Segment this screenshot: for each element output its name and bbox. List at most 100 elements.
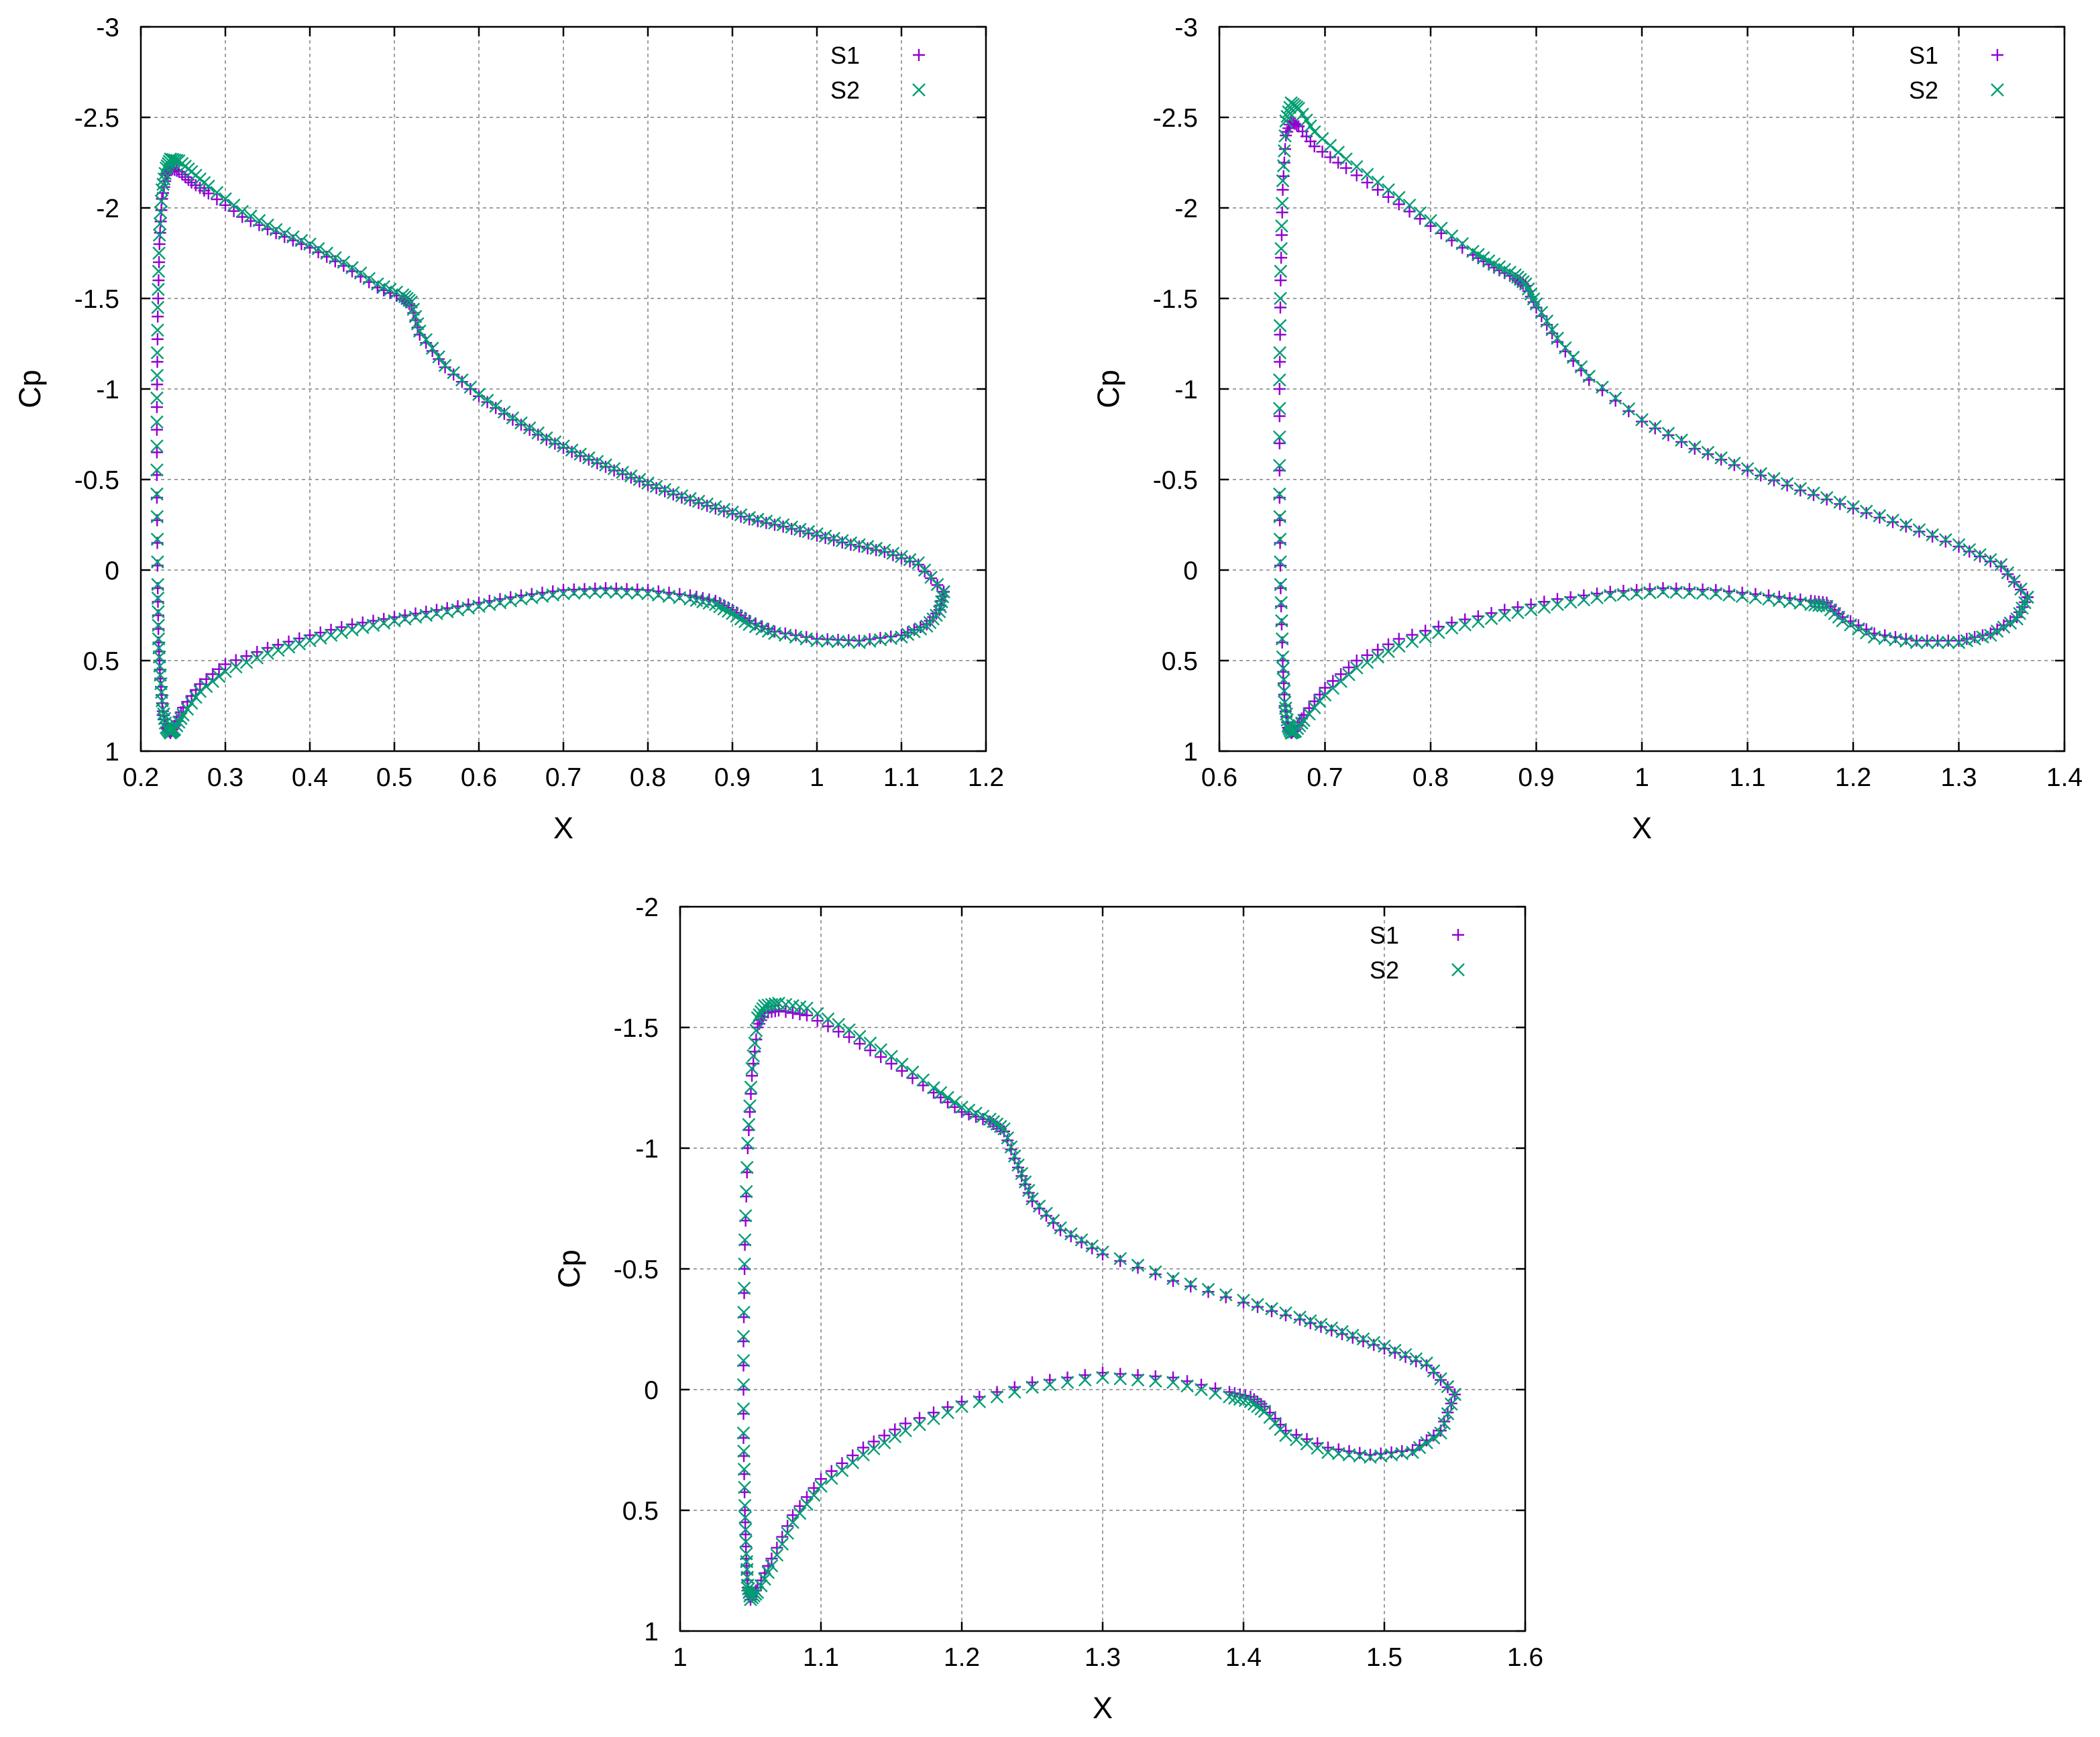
- data-point: [180, 702, 195, 716]
- data-point: [781, 1520, 794, 1532]
- data-point: [546, 588, 560, 602]
- x-tick-label: 1.3: [1940, 763, 1977, 792]
- data-point: [151, 555, 164, 569]
- data-point: [278, 226, 292, 240]
- data-point: [1392, 639, 1406, 653]
- data-point: [1445, 621, 1459, 635]
- data-point: [150, 463, 164, 477]
- data-point: [1307, 125, 1321, 139]
- data-point: [787, 1509, 799, 1522]
- data-point: [1195, 1383, 1208, 1396]
- x-tick-label: 1.2: [944, 1643, 980, 1672]
- data-point: [907, 624, 920, 636]
- plot-frame: [140, 25, 987, 752]
- data-point: [1834, 498, 1846, 510]
- data-point: [895, 1064, 908, 1077]
- data-point: [162, 157, 175, 170]
- data-point: [1932, 634, 1944, 647]
- data-point: [1367, 1335, 1381, 1349]
- data-point: [885, 1058, 897, 1070]
- data-point: [439, 361, 451, 374]
- data-point: [1437, 1416, 1451, 1431]
- data-point: [1272, 373, 1286, 387]
- data-point: [836, 1457, 848, 1469]
- data-point: [1349, 160, 1364, 174]
- data-point: [236, 211, 249, 223]
- data-point: [152, 274, 165, 286]
- data-point: [832, 1025, 845, 1038]
- data-point: [1498, 604, 1511, 616]
- y-tick-label: 0.5: [1162, 647, 1198, 676]
- data-point: [506, 413, 519, 426]
- data-point: [1688, 440, 1702, 454]
- series-S2: [150, 152, 950, 740]
- x-tick-label: 0.7: [545, 763, 582, 792]
- data-point: [1392, 632, 1405, 645]
- data-point: [749, 1046, 761, 1058]
- data-point: [1033, 1202, 1046, 1215]
- data-point: [906, 1072, 919, 1084]
- data-point: [2001, 568, 2014, 581]
- data-point: [565, 445, 578, 458]
- data-point: [1223, 1390, 1236, 1404]
- data-point: [440, 605, 454, 618]
- data-point: [1630, 587, 1643, 600]
- data-point: [1371, 175, 1385, 189]
- data-point: [990, 1390, 1004, 1404]
- data-point: [1293, 1310, 1307, 1324]
- data-point: [1643, 585, 1657, 600]
- data-point: [1427, 1431, 1441, 1445]
- data-point: [1794, 484, 1807, 497]
- data-point: [1294, 1313, 1306, 1326]
- data-point: [1963, 545, 1976, 558]
- data-point: [692, 494, 706, 508]
- data-point: [1274, 301, 1286, 314]
- data-point: [1276, 661, 1290, 675]
- data-point: [884, 632, 898, 645]
- data-point: [1054, 1224, 1066, 1237]
- data-point: [1166, 1376, 1180, 1390]
- data-point: [835, 1463, 849, 1477]
- data-point: [1026, 1192, 1039, 1206]
- y-tick-label: 1: [644, 1618, 659, 1646]
- data-point: [2014, 582, 2028, 596]
- data-point: [1939, 535, 1952, 548]
- x-tick-label: 1.4: [2046, 763, 2083, 792]
- data-point: [1635, 413, 1649, 427]
- data-point: [366, 618, 380, 632]
- legend-marker: [1991, 49, 2003, 61]
- data-point: [825, 1465, 838, 1477]
- data-point: [1844, 618, 1857, 632]
- y-tick-label: 0: [105, 557, 119, 585]
- data-point: [1590, 591, 1604, 605]
- data-point: [219, 665, 232, 679]
- data-point: [1414, 213, 1427, 225]
- data-point: [574, 449, 587, 462]
- data-point: [1273, 533, 1287, 546]
- data-point: [743, 1106, 756, 1118]
- data-point: [514, 416, 528, 430]
- data-point: [212, 669, 226, 683]
- data-point: [1276, 650, 1290, 664]
- data-point: [807, 1488, 821, 1502]
- data-point: [1311, 1441, 1325, 1455]
- data-point: [156, 178, 170, 191]
- data-point: [168, 722, 182, 736]
- data-point: [337, 256, 351, 269]
- data-point: [261, 647, 274, 661]
- data-point: [1728, 459, 1740, 471]
- data-point: [599, 458, 612, 472]
- data-point: [1273, 410, 1286, 423]
- data-point: [152, 311, 164, 323]
- data-point: [335, 626, 349, 639]
- data-point: [1209, 1386, 1222, 1400]
- data-point: [1113, 1251, 1127, 1266]
- chart-panel-1: 0.2 0.3 0.4 0.5 0.6 0.7 0.8 0.9 1 1.1 1.2 -3 -2.5 -2 -…: [13, 13, 1004, 845]
- data-point: [863, 633, 876, 646]
- data-point: [1303, 119, 1317, 133]
- data-point: [736, 1353, 751, 1367]
- data-point: [1015, 1170, 1028, 1182]
- data-point: [895, 629, 907, 642]
- data-point: [150, 391, 164, 405]
